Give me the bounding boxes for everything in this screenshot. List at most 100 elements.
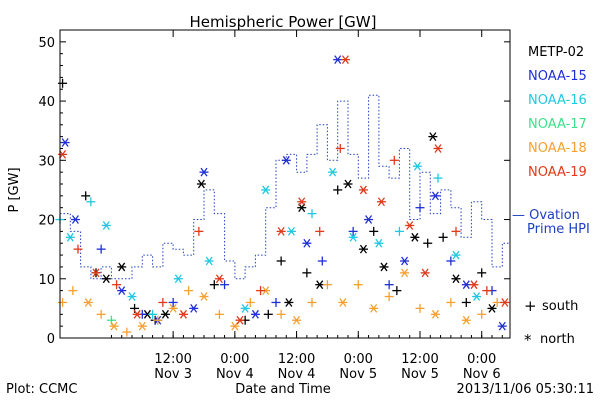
south-point — [384, 280, 394, 290]
north-point — [117, 262, 127, 272]
x-tick-label-date: Nov 5 — [339, 367, 377, 382]
x-tick-label-time: 0:00 — [220, 352, 249, 367]
north-point — [292, 315, 302, 325]
y-tick-label: 20 — [38, 214, 55, 229]
north-point — [376, 197, 386, 207]
south-point — [148, 309, 158, 319]
south-point — [158, 297, 168, 307]
south-point — [168, 297, 178, 307]
north-point — [284, 298, 294, 307]
plot-credit: Plot: CCMC — [6, 382, 77, 397]
legend: METP-02 NOAA-15 NOAA-16 NOAA-17 NOAA-18 NOAA-… — [512, 45, 590, 349]
x-tick-label-time: 12:00 — [154, 352, 191, 367]
north-point — [433, 144, 443, 153]
south-point — [209, 280, 219, 290]
north-point — [428, 132, 438, 142]
legend-ovation-line2: Prime HPI — [527, 222, 590, 237]
north-point — [410, 232, 420, 242]
north-point — [297, 197, 307, 207]
south-point — [307, 297, 317, 307]
south-point — [353, 280, 363, 290]
ovation-hpi-line — [60, 94, 510, 280]
north-point — [500, 298, 510, 307]
south-point — [276, 309, 286, 319]
x-tick-label-time: 12:00 — [278, 352, 315, 367]
north-point — [430, 309, 440, 319]
north-point — [420, 268, 430, 278]
south-point — [122, 327, 132, 337]
y-axis-label: P [GW] — [7, 167, 22, 212]
north-point — [261, 185, 271, 195]
north-point — [412, 161, 422, 171]
south-point — [194, 226, 204, 236]
north-point — [400, 268, 410, 278]
north-point — [204, 256, 214, 266]
y-tick-label: 40 — [38, 95, 55, 110]
south-point — [348, 226, 358, 236]
north-point — [137, 321, 147, 331]
series-noaa-15 — [60, 55, 507, 331]
south-point — [317, 256, 327, 266]
north-point — [91, 268, 101, 278]
south-point — [333, 185, 343, 195]
south-point — [263, 309, 273, 319]
north-point — [338, 298, 348, 307]
north-point — [199, 167, 209, 177]
south-point — [477, 268, 487, 278]
north-point — [132, 309, 142, 319]
north-point — [343, 179, 353, 189]
north-point — [472, 292, 482, 301]
legend-ovation-line1: — Ovation — [512, 208, 580, 223]
south-point — [307, 209, 317, 219]
south-point — [184, 286, 194, 296]
x-tick-label-time: 12:00 — [401, 352, 438, 367]
north-point — [451, 250, 461, 260]
north-point — [281, 155, 291, 165]
x-tick-label-time: 0:00 — [344, 352, 373, 367]
north-point — [461, 315, 471, 325]
south-point — [96, 309, 106, 319]
north-point — [60, 138, 70, 147]
south-point — [461, 297, 471, 307]
south-point — [256, 286, 266, 296]
south-point — [451, 226, 461, 236]
south-point — [438, 232, 448, 242]
satellite-points — [55, 55, 510, 337]
north-point — [358, 244, 368, 254]
north-point — [160, 309, 170, 319]
y-tick-label: 50 — [38, 36, 55, 51]
south-point — [153, 315, 163, 325]
north-point — [348, 232, 358, 242]
south-point — [384, 292, 394, 302]
north-point — [173, 274, 183, 284]
legend-entry: METP-02 — [528, 45, 584, 60]
north-point — [430, 191, 440, 201]
chart-title: Hemispheric Power [GW] — [190, 13, 377, 31]
x-tick-label-date: Nov 4 — [278, 367, 316, 382]
north-point — [250, 309, 260, 319]
north-point — [340, 55, 350, 65]
south-point — [392, 286, 402, 296]
north-point — [379, 262, 389, 272]
x-tick-label-time: 0:00 — [467, 352, 496, 367]
north-point — [405, 221, 415, 230]
south-point — [394, 226, 404, 236]
legend-south-symbol: + — [524, 297, 537, 315]
x-tick-label-date: Nov 6 — [463, 367, 501, 382]
south-point — [81, 191, 91, 201]
south-point — [302, 268, 312, 278]
north-point — [168, 303, 178, 313]
north-point — [240, 303, 250, 313]
south-point — [245, 297, 255, 307]
north-point — [469, 280, 479, 290]
legend-entry: NOAA-19 — [528, 165, 587, 180]
south-point — [446, 297, 456, 307]
south-point — [322, 280, 332, 290]
series-noaa-16 — [55, 161, 482, 319]
series-noaa-19 — [58, 55, 510, 325]
plot-frame — [59, 29, 511, 339]
south-point — [389, 155, 399, 165]
north-point — [276, 226, 286, 236]
